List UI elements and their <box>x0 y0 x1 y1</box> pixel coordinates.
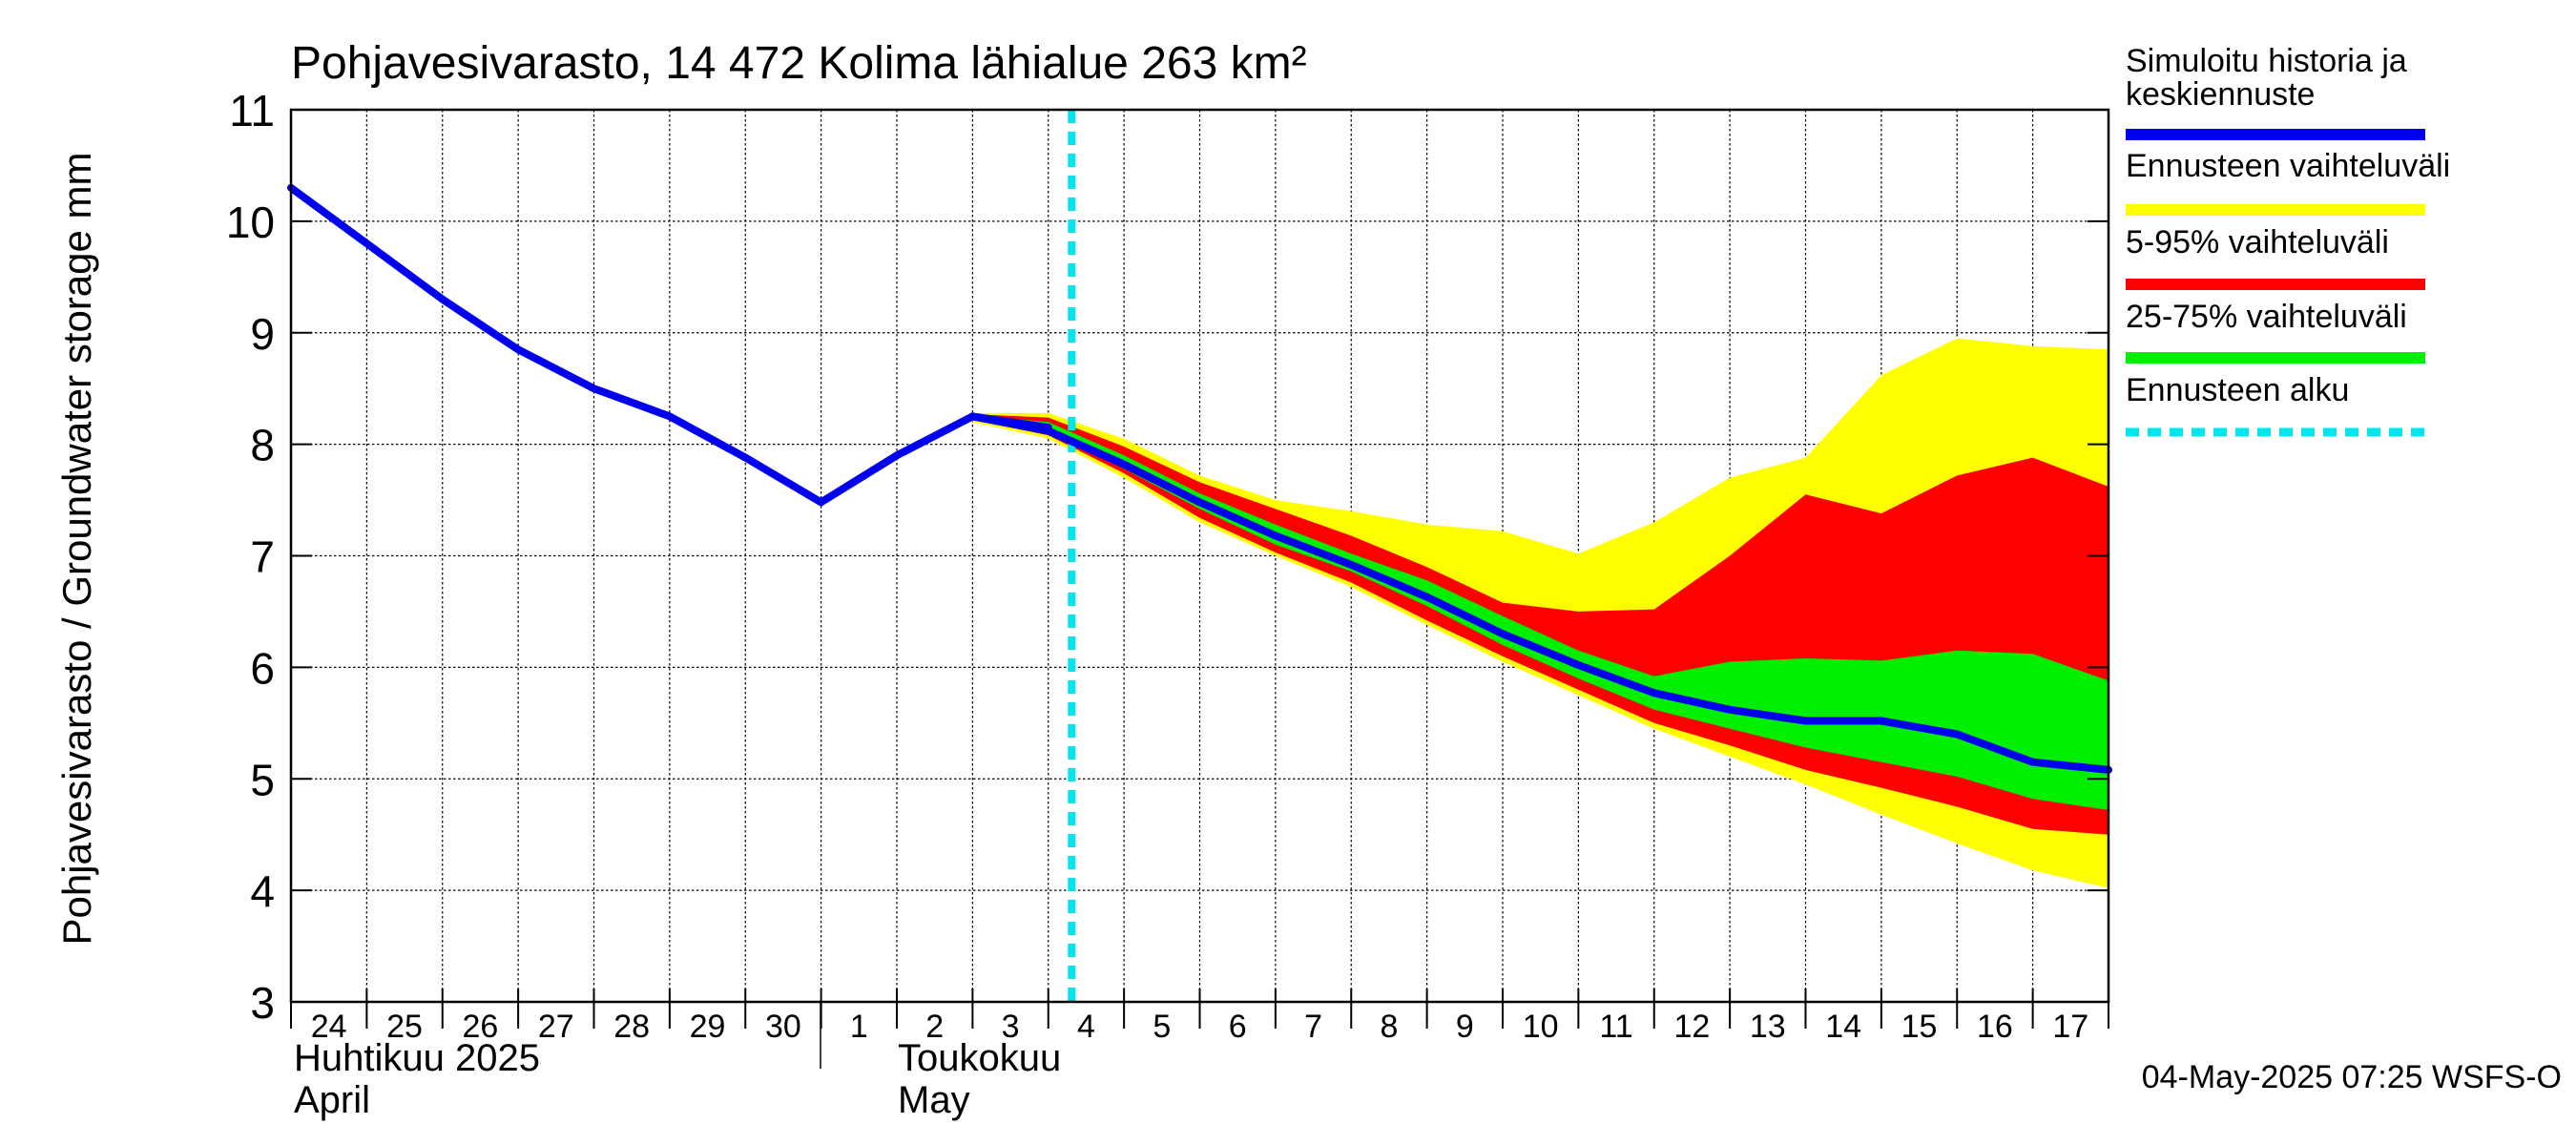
forecast-bands <box>972 338 2109 888</box>
x-tick-label-2025-05-14: 14 <box>1825 1009 1861 1045</box>
x-tick-label-2025-05-06: 6 <box>1229 1009 1247 1045</box>
x-tick-label-2025-04-28: 28 <box>613 1009 650 1045</box>
band-25-75 <box>972 415 2109 810</box>
legend-label-1-0: Ennusteen vaihteluväli <box>2126 148 2450 184</box>
x-axis: 24 25 26 27 28 29 30 1 2 3 4 5 6 7 8 9 10 11 12 13 14 15 16 17 <box>290 989 2109 1045</box>
y-tick-label-3: 3 <box>250 978 275 1028</box>
x-tick-label-2025-04-27: 27 <box>538 1009 574 1045</box>
x-tick-label-2025-04-26: 26 <box>463 1009 499 1045</box>
y-axis: 3 4 5 6 7 8 9 10 11 <box>226 86 2109 1028</box>
x-tick-label-2025-04-24: 24 <box>311 1009 347 1045</box>
y-tick-label-9: 9 <box>250 309 275 359</box>
x-tick-label-2025-05-17: 17 <box>2052 1009 2088 1045</box>
x-tick-label-2025-05-12: 12 <box>1674 1009 1711 1045</box>
y-tick-label-6: 6 <box>250 643 275 693</box>
x-tick-label-2025-04-30: 30 <box>765 1009 801 1045</box>
x-tick-label-2025-05-16: 16 <box>1977 1009 2013 1045</box>
footer-timestamp: 04-May-2025 07:25 WSFS-O <box>2142 1059 2562 1095</box>
x-tick-label-2025-04-29: 29 <box>690 1009 726 1045</box>
x-tick-label-2025-05-02: 2 <box>925 1009 944 1045</box>
x-tick-label-2025-05-09: 9 <box>1456 1009 1474 1045</box>
chart-title: Pohjavesivarasto, 14 472 Kolima lähialue… <box>291 38 1307 89</box>
x-tick-label-2025-05-03: 3 <box>1002 1009 1020 1045</box>
legend-label-3-0: 25-75% vaihteluväli <box>2126 299 2407 335</box>
month-label-april-fi: Huhtikuu 2025 <box>294 1037 540 1079</box>
legend-label-4-0: Ennusteen alku <box>2126 372 2349 408</box>
month-label-may-en: May <box>898 1079 970 1121</box>
legend-label-2-0: 5-95% vaihteluväli <box>2126 224 2389 260</box>
history-line <box>287 183 1052 507</box>
series-lines <box>287 110 2112 1002</box>
x-tick-label-2025-04-25: 25 <box>386 1009 423 1045</box>
x-tick-label-2025-05-11: 11 <box>1599 1009 1632 1045</box>
x-tick-label-2025-05-07: 7 <box>1304 1009 1322 1045</box>
x-tick-label-2025-05-04: 4 <box>1077 1009 1095 1045</box>
legend-label-0-0: Simuloitu historia ja <box>2126 43 2407 79</box>
y-tick-label-4: 4 <box>250 866 275 916</box>
y-tick-label-7: 7 <box>250 532 275 582</box>
x-tick-label-2025-05-08: 8 <box>1380 1009 1398 1045</box>
x-tick-label-2025-05-10: 10 <box>1523 1009 1559 1045</box>
x-tick-label-2025-05-01: 1 <box>850 1009 868 1045</box>
x-tick-label-2025-05-05: 5 <box>1153 1009 1171 1045</box>
x-tick-label-2025-05-15: 15 <box>1901 1009 1938 1045</box>
x-tick-label-2025-05-13: 13 <box>1750 1009 1786 1045</box>
y-tick-label-8: 8 <box>250 421 275 470</box>
month-label-may-fi: Toukokuu <box>898 1037 1061 1079</box>
forecast-median-line <box>968 412 2112 774</box>
y-tick-label-11: 11 <box>229 86 275 135</box>
month-label-april-en: April <box>294 1079 370 1121</box>
y-tick-label-5: 5 <box>250 755 275 804</box>
y-tick-label-10: 10 <box>226 198 275 247</box>
legend-label-0-1: keskiennuste <box>2126 76 2315 113</box>
y-axis-label: Pohjavesivarasto / Groundwater storage m… <box>54 152 99 945</box>
